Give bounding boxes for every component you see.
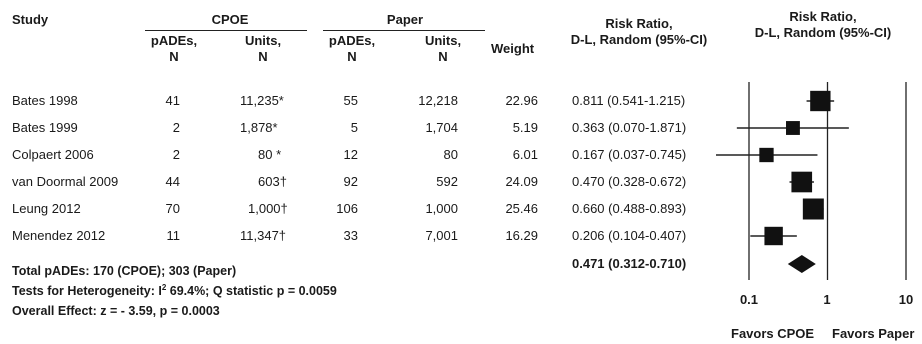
- paper-pades: 33: [343, 228, 358, 243]
- tick-label: 0.1: [739, 292, 759, 307]
- cpoe-units: 11,347†: [240, 228, 287, 243]
- heterogeneity-tests: Tests for Heterogeneity: I2 69.4%; Q sta…: [12, 282, 337, 298]
- study-name: Bates 1998: [12, 93, 78, 108]
- point-estimate: [802, 198, 824, 220]
- cpoe-pades: 70: [165, 201, 180, 216]
- cpoe-pades: 44: [165, 174, 180, 189]
- point-estimate: [764, 226, 783, 246]
- rr-header: Risk Ratio, D-L, Random (95%-CI): [570, 16, 708, 47]
- paper-units: 1,000: [425, 201, 458, 216]
- study-name: Leung 2012: [12, 201, 81, 216]
- point-estimate: [810, 90, 831, 112]
- overall-effect: Overall Effect: z = - 3.59, p = 0.0003: [12, 304, 220, 318]
- study-name: Colpaert 2006: [12, 147, 94, 162]
- cpoe-pades-header: pADEs, N: [150, 33, 198, 64]
- cpoe-units: 11,235*: [240, 93, 284, 108]
- cpoe-header-rule: [145, 30, 307, 31]
- cpoe-pades: 41: [165, 93, 180, 108]
- pooled-estimate-text: 0.471 (0.312-0.710): [572, 256, 687, 271]
- risk-ratio-text: 0.167 (0.037-0.745): [572, 147, 687, 162]
- weight-value: 22.96: [505, 93, 538, 108]
- weight-header: Weight: [491, 41, 535, 56]
- paper-units: 80: [443, 147, 458, 162]
- paper-header-rule: [323, 30, 485, 31]
- paper-units: 592: [436, 174, 458, 189]
- paper-units: 12,218: [418, 93, 458, 108]
- weight-value: 25.46: [505, 201, 538, 216]
- cpoe-units: 603†: [258, 174, 287, 189]
- cpoe-units: 80 *: [258, 147, 282, 162]
- cpoe-units: 1,000†: [248, 201, 288, 216]
- tick-label: 1: [823, 292, 831, 307]
- paper-pades: 12: [343, 147, 358, 162]
- tick-label: 10: [898, 292, 914, 307]
- weight-value: 24.09: [505, 174, 538, 189]
- weight-value: 16.29: [505, 228, 538, 243]
- risk-ratio-text: 0.811 (0.541-1.215): [572, 93, 686, 108]
- forest-plot: [716, 82, 907, 280]
- risk-ratio-text: 0.363 (0.070-1.871): [572, 120, 687, 135]
- weight-value: 6.01: [512, 147, 538, 162]
- weight-value: 5.19: [512, 120, 538, 135]
- cpoe-pades: 2: [172, 147, 180, 162]
- cpoe-units-header: Units, N: [244, 33, 282, 64]
- cpoe-pades: 11: [166, 228, 181, 243]
- point-estimate: [791, 171, 813, 193]
- plot-header: Risk Ratio, D-L, Random (95%-CI): [754, 9, 892, 40]
- risk-ratio-text: 0.660 (0.488-0.893): [572, 201, 687, 216]
- paper-group-header: Paper: [386, 12, 424, 27]
- cpoe-units: 1,878*: [240, 120, 278, 135]
- study-header: Study: [12, 12, 49, 27]
- point-estimate: [759, 147, 774, 163]
- risk-ratio-text: 0.206 (0.104-0.407): [572, 228, 687, 243]
- paper-units-header: Units, N: [424, 33, 462, 64]
- study-name: Menendez 2012: [12, 228, 106, 243]
- favors-paper-label: Favors Paper: [832, 326, 915, 341]
- paper-pades: 55: [343, 93, 358, 108]
- study-name: Bates 1999: [12, 120, 78, 135]
- paper-pades: 106: [336, 201, 358, 216]
- paper-units: 7,001: [425, 228, 458, 243]
- risk-ratio-text: 0.470 (0.328-0.672): [572, 174, 687, 189]
- cpoe-group-header: CPOE: [211, 12, 249, 27]
- favors-cpoe-label: Favors CPOE: [731, 326, 815, 341]
- paper-pades: 5: [350, 120, 358, 135]
- total-pades: Total pADEs: 170 (CPOE); 303 (Paper): [12, 264, 237, 278]
- pooled-diamond: [787, 255, 816, 273]
- paper-units: 1,704: [425, 120, 458, 135]
- study-name: van Doormal 2009: [12, 174, 119, 189]
- paper-pades-header: pADEs, N: [328, 33, 376, 64]
- point-estimate: [786, 121, 800, 135]
- paper-pades: 92: [343, 174, 358, 189]
- cpoe-pades: 2: [172, 120, 180, 135]
